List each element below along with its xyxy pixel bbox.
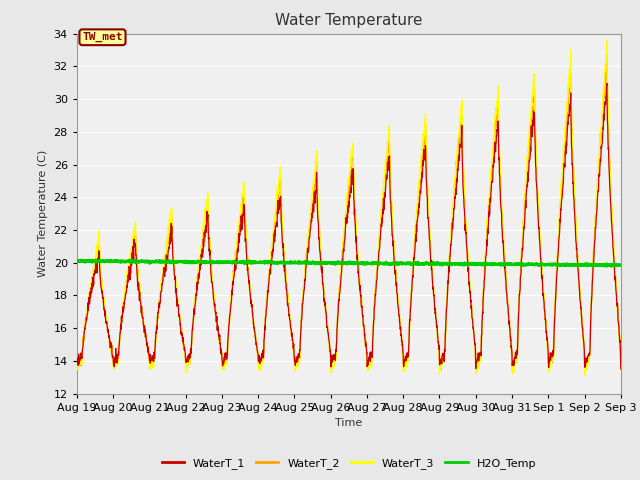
X-axis label: Time: Time bbox=[335, 418, 362, 428]
Text: TW_met: TW_met bbox=[82, 32, 123, 42]
Legend: WaterT_1, WaterT_2, WaterT_3, H2O_Temp: WaterT_1, WaterT_2, WaterT_3, H2O_Temp bbox=[157, 453, 541, 473]
Title: Water Temperature: Water Temperature bbox=[275, 13, 422, 28]
Y-axis label: Water Temperature (C): Water Temperature (C) bbox=[38, 150, 48, 277]
